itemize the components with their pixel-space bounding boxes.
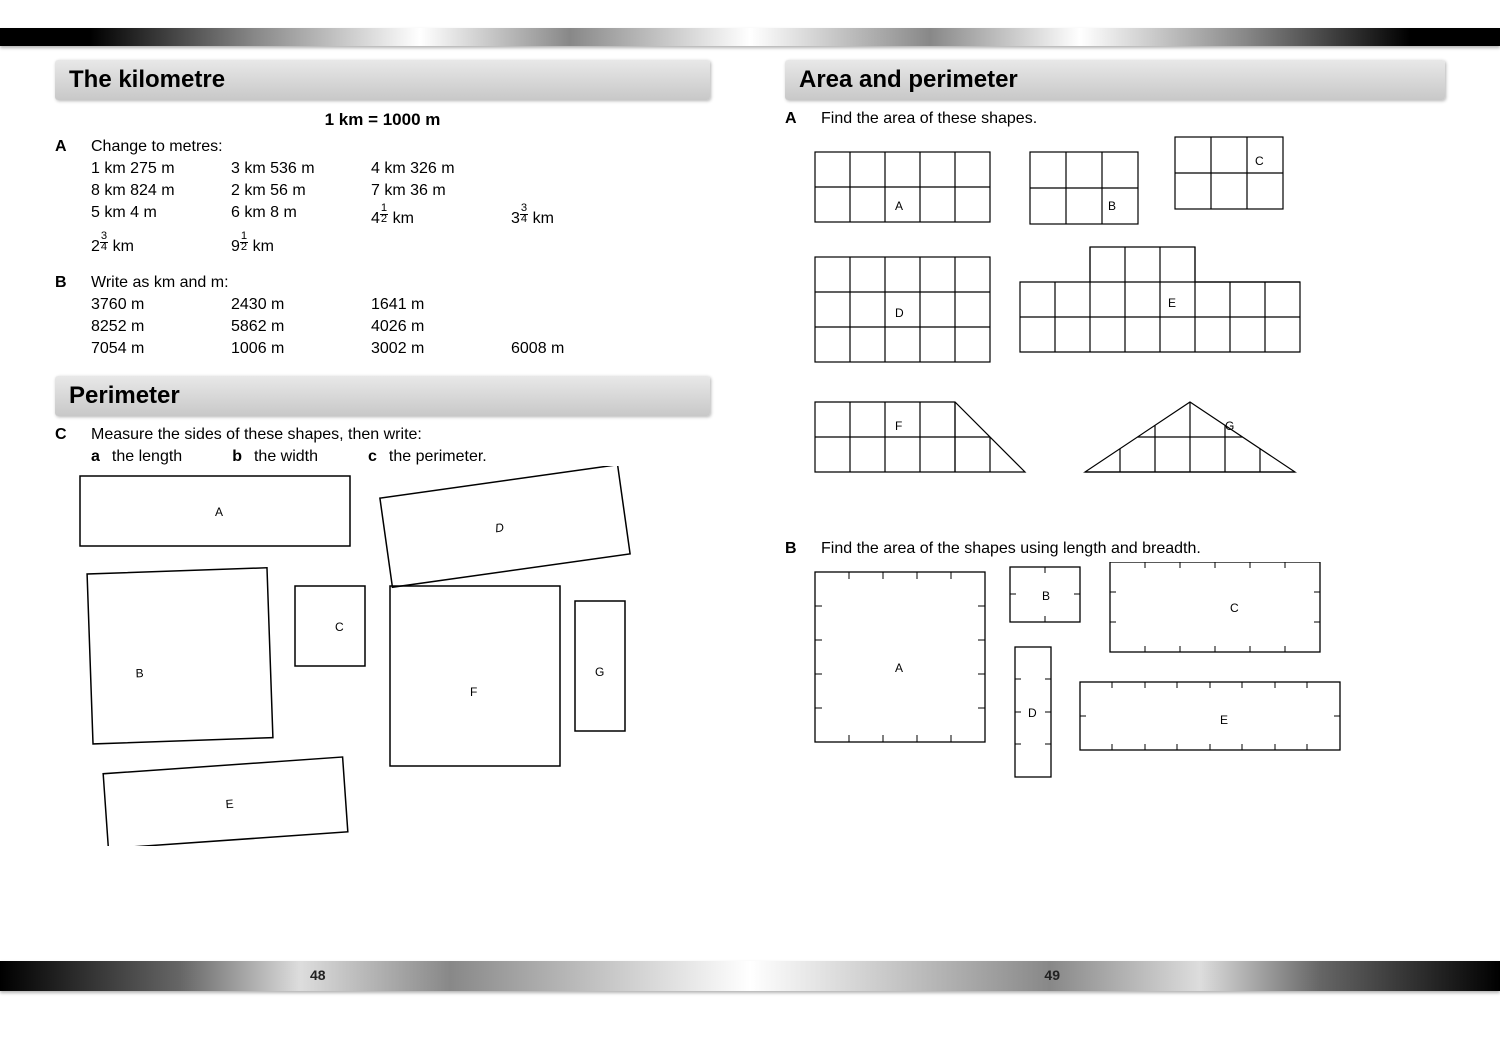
cell: 3760 m bbox=[91, 296, 231, 314]
svg-text:G: G bbox=[1225, 419, 1234, 433]
cell: 1 km 275 m bbox=[91, 160, 231, 178]
formula-km: 1 km = 1000 m bbox=[55, 110, 710, 130]
cell: 5862 m bbox=[231, 318, 371, 336]
cell: 412 km bbox=[371, 204, 511, 228]
right-page: Area and perimeter A Find the area of th… bbox=[785, 60, 1445, 961]
section-C-subitems: athe length bthe width cthe perimeter. bbox=[91, 448, 710, 466]
section-A-letter: A bbox=[55, 138, 73, 156]
cell: 2430 m bbox=[231, 296, 371, 314]
heading-area: Area and perimeter bbox=[785, 60, 1445, 100]
section-C-letter: C bbox=[55, 426, 73, 444]
svg-text:F: F bbox=[895, 419, 902, 433]
svg-text:A: A bbox=[895, 199, 903, 213]
section-right-B: B Find the area of the shapes using leng… bbox=[785, 540, 1445, 558]
section-B-text: Write as km and m: bbox=[91, 274, 229, 292]
cell: 6 km 8 m bbox=[231, 204, 371, 228]
svg-text:A: A bbox=[895, 661, 903, 675]
svg-text:C: C bbox=[1230, 601, 1239, 615]
perimeter-shapes: A D B C F G E bbox=[55, 466, 675, 846]
section-right-B-letter: B bbox=[785, 540, 803, 558]
cell bbox=[511, 296, 651, 314]
section-right-A-letter: A bbox=[785, 110, 803, 128]
svg-text:D: D bbox=[895, 306, 904, 320]
svg-text:A: A bbox=[215, 505, 223, 519]
heading-perimeter: Perimeter bbox=[55, 376, 710, 416]
cell: 8 km 824 m bbox=[91, 182, 231, 200]
section-right-B-text: Find the area of the shapes using length… bbox=[821, 540, 1201, 558]
cell: 7 km 36 m bbox=[371, 182, 511, 200]
section-C: C Measure the sides of these shapes, the… bbox=[55, 426, 710, 444]
section-B: B Write as km and m: bbox=[55, 274, 710, 292]
svg-text:G: G bbox=[595, 665, 604, 679]
page-content: The kilometre 1 km = 1000 m A Change to … bbox=[0, 60, 1500, 961]
svg-text:C: C bbox=[335, 620, 344, 634]
section-right-A: A Find the area of these shapes. bbox=[785, 110, 1445, 128]
section-A-text: Change to metres: bbox=[91, 138, 223, 156]
svg-text:E: E bbox=[225, 797, 234, 812]
cell: 2 km 56 m bbox=[231, 182, 371, 200]
cell: 234 km bbox=[91, 232, 231, 256]
bottom-decorative-bar: 48 49 bbox=[0, 961, 1500, 991]
section-A: A Change to metres: bbox=[55, 138, 710, 156]
page-number-left: 48 bbox=[310, 967, 326, 983]
section-B-letter: B bbox=[55, 274, 73, 292]
cell bbox=[511, 318, 651, 336]
table-A: 1 km 275 m3 km 536 m4 km 326 m 8 km 824 … bbox=[91, 160, 710, 256]
svg-text:F: F bbox=[470, 685, 477, 699]
page-number-right: 49 bbox=[1044, 967, 1060, 983]
cell: 5 km 4 m bbox=[91, 204, 231, 228]
top-decorative-bar bbox=[0, 28, 1500, 46]
cell bbox=[511, 160, 651, 178]
area-tick-shapes: A B bbox=[785, 562, 1445, 822]
svg-text:B: B bbox=[135, 666, 143, 680]
section-right-A-text: Find the area of these shapes. bbox=[821, 110, 1037, 128]
svg-text:B: B bbox=[1042, 589, 1050, 603]
svg-text:D: D bbox=[1028, 706, 1037, 720]
cell: 8252 m bbox=[91, 318, 231, 336]
cell: 3002 m bbox=[371, 340, 511, 358]
cell: 6008 m bbox=[511, 340, 651, 358]
section-C-text: Measure the sides of these shapes, then … bbox=[91, 426, 422, 444]
cell: 1641 m bbox=[371, 296, 511, 314]
subitem-a: athe length bbox=[91, 448, 182, 466]
table-B: 3760 m2430 m1641 m 8252 m5862 m4026 m 70… bbox=[91, 296, 710, 358]
svg-text:E: E bbox=[1168, 296, 1176, 310]
cell: 3 km 536 m bbox=[231, 160, 371, 178]
cell: 7054 m bbox=[91, 340, 231, 358]
cell: 334 km bbox=[511, 204, 651, 228]
svg-text:E: E bbox=[1220, 713, 1228, 727]
cell: 912 km bbox=[231, 232, 371, 256]
subitem-c: cthe perimeter. bbox=[368, 448, 487, 466]
subitem-b: bthe width bbox=[232, 448, 318, 466]
area-grid-shapes: A B C bbox=[785, 132, 1445, 532]
cell: 1006 m bbox=[231, 340, 371, 358]
cell bbox=[511, 182, 651, 200]
cell: 4026 m bbox=[371, 318, 511, 336]
svg-text:D: D bbox=[494, 521, 505, 536]
svg-text:B: B bbox=[1108, 199, 1116, 213]
svg-text:C: C bbox=[1255, 154, 1264, 168]
cell: 4 km 326 m bbox=[371, 160, 511, 178]
heading-kilometre: The kilometre bbox=[55, 60, 710, 100]
left-page: The kilometre 1 km = 1000 m A Change to … bbox=[55, 60, 710, 961]
